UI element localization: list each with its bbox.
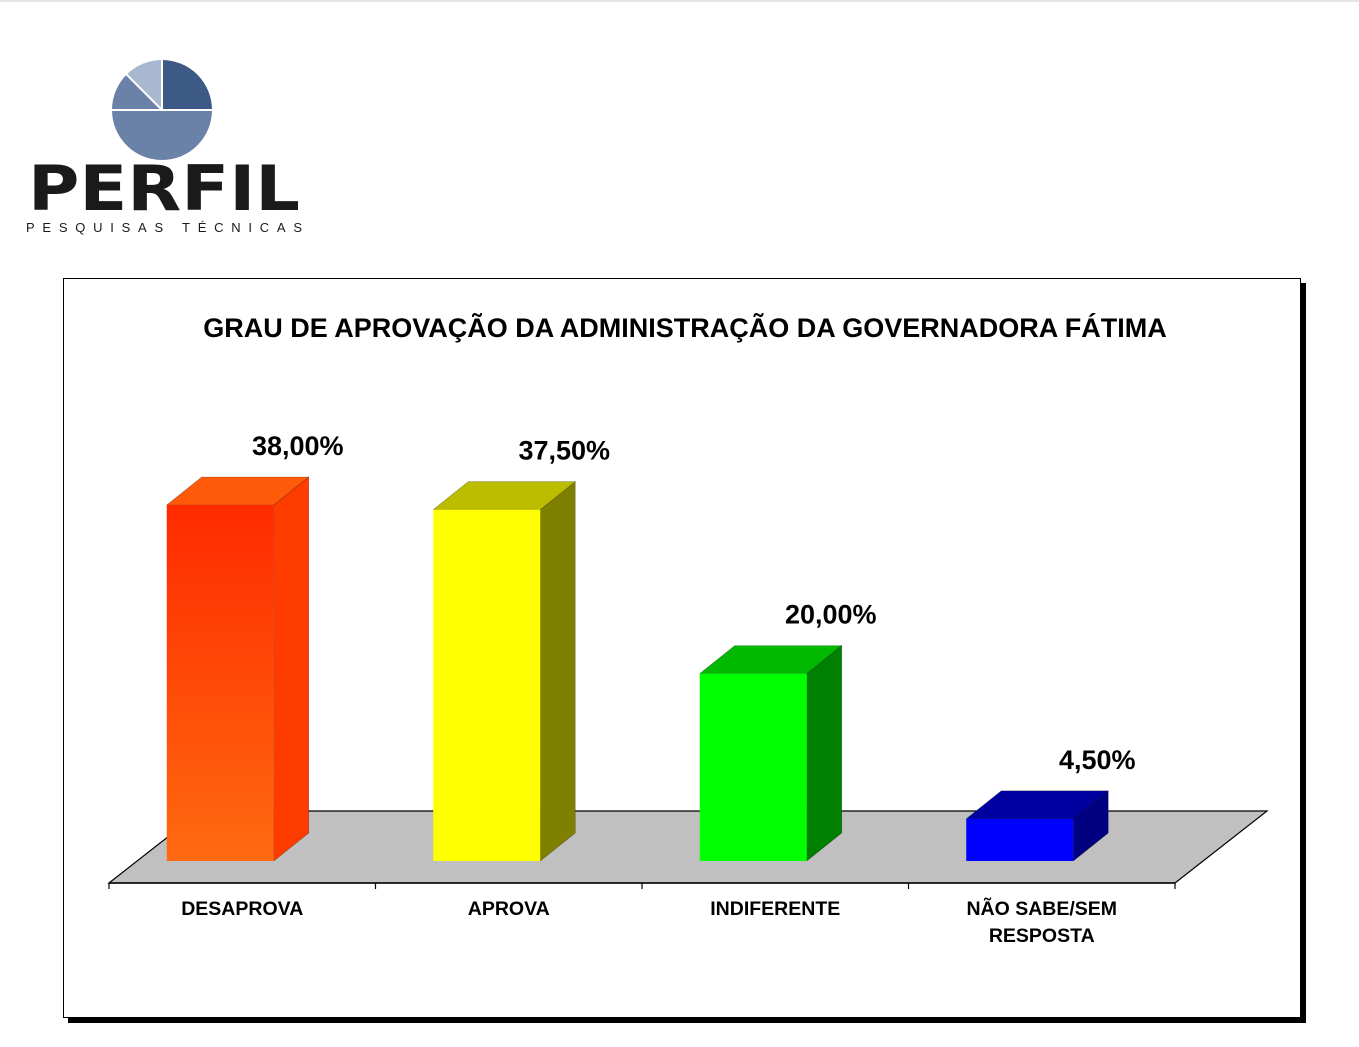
bar-front-face (966, 818, 1074, 861)
approval-bar-chart: GRAU DE APROVAÇÃO DA ADMINISTRAÇÃO DA GO… (107, 312, 1269, 947)
value-label: 37,50% (518, 436, 610, 466)
bar-side-face (806, 645, 843, 862)
value-label: 38,00% (252, 431, 344, 461)
category-label: DESAPROVA (181, 898, 303, 920)
category-labels-group: DESAPROVA APROVA INDIFERENTE NÃO SABE/SEM RE… (181, 897, 1117, 947)
category-label-line: DESAPROVA (181, 898, 303, 920)
category-label: APROVA (468, 898, 550, 920)
category-label-line: RESPOSTA (989, 925, 1095, 947)
bar-front-face (699, 673, 807, 861)
logo-wordmark: PERFIL (28, 152, 300, 225)
bars-group (165, 476, 1110, 862)
bar-2 (432, 481, 577, 862)
value-labels-group: 38,00% 37,50% 20,00% 4,50% (252, 431, 1136, 775)
bar-front-face (433, 509, 541, 861)
category-label-line: APROVA (468, 898, 550, 920)
bar-side-face (273, 476, 310, 862)
category-label-line: NÃO SABE/SEM (966, 897, 1117, 920)
chart-title: GRAU DE APROVAÇÃO DA ADMINISTRAÇÃO DA GO… (203, 312, 1166, 343)
value-label: 20,00% (785, 600, 877, 630)
category-label-line: INDIFERENTE (710, 898, 840, 920)
pie-logo-icon (111, 59, 212, 160)
chart-frame: GRAU DE APROVAÇÃO DA ADMINISTRAÇÃO DA GO… (63, 278, 1301, 1018)
category-label: INDIFERENTE (710, 898, 840, 920)
value-label: 4,50% (1059, 745, 1136, 775)
bar-front-face (166, 505, 274, 861)
category-label: NÃO SABE/SEM RESPOSTA (966, 897, 1117, 947)
perfil-logo-graphic: PERFIL PESQUISAS TÉCNICAS (26, 59, 302, 235)
perfil-logo: PERFIL PESQUISAS TÉCNICAS (20, 55, 320, 240)
bar-1 (165, 476, 310, 862)
bar-side-face (539, 481, 576, 862)
bar-3 (698, 645, 843, 862)
bar-4 (965, 790, 1110, 862)
page-top-rule (0, 0, 1359, 2)
